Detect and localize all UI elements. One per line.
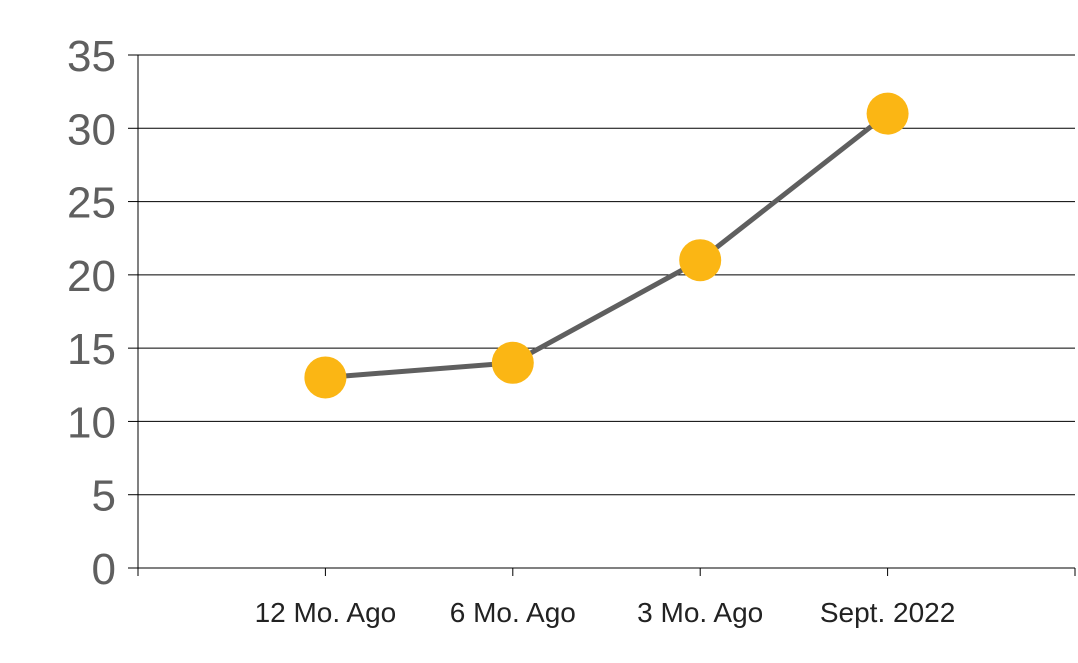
y-tick-label-35: 35	[67, 32, 116, 81]
y-axis-tick-labels: 0 5 10 15 20 25 30 35	[67, 32, 116, 594]
x-tick-label-3: 3 Mo. Ago	[637, 597, 763, 628]
x-axis-tick-labels: 12 Mo. Ago 6 Mo. Ago 3 Mo. Ago Sept. 2022	[255, 597, 956, 628]
y-tick-label-25: 25	[67, 179, 116, 228]
y-tick-label-15: 15	[67, 325, 116, 374]
gridlines	[138, 54, 1075, 496]
data-point-4	[866, 92, 909, 135]
y-tick-label-30: 30	[67, 105, 116, 154]
x-tick-label-4: Sept. 2022	[820, 597, 955, 628]
x-tick-label-2: 6 Mo. Ago	[450, 597, 576, 628]
y-tick-label-5: 5	[92, 472, 116, 521]
data-point-3	[679, 239, 722, 282]
axes	[128, 54, 1076, 576]
series-line-1	[325, 111, 890, 380]
y-tick-label-0: 0	[92, 545, 116, 594]
y-tick-label-20: 20	[67, 252, 116, 301]
data-point-1	[304, 356, 347, 399]
series-line	[325, 111, 890, 380]
data-point-2	[491, 341, 534, 384]
series-markers	[304, 92, 909, 399]
y-tick-label-10: 10	[67, 398, 116, 447]
x-tick-label-1: 12 Mo. Ago	[255, 597, 397, 628]
